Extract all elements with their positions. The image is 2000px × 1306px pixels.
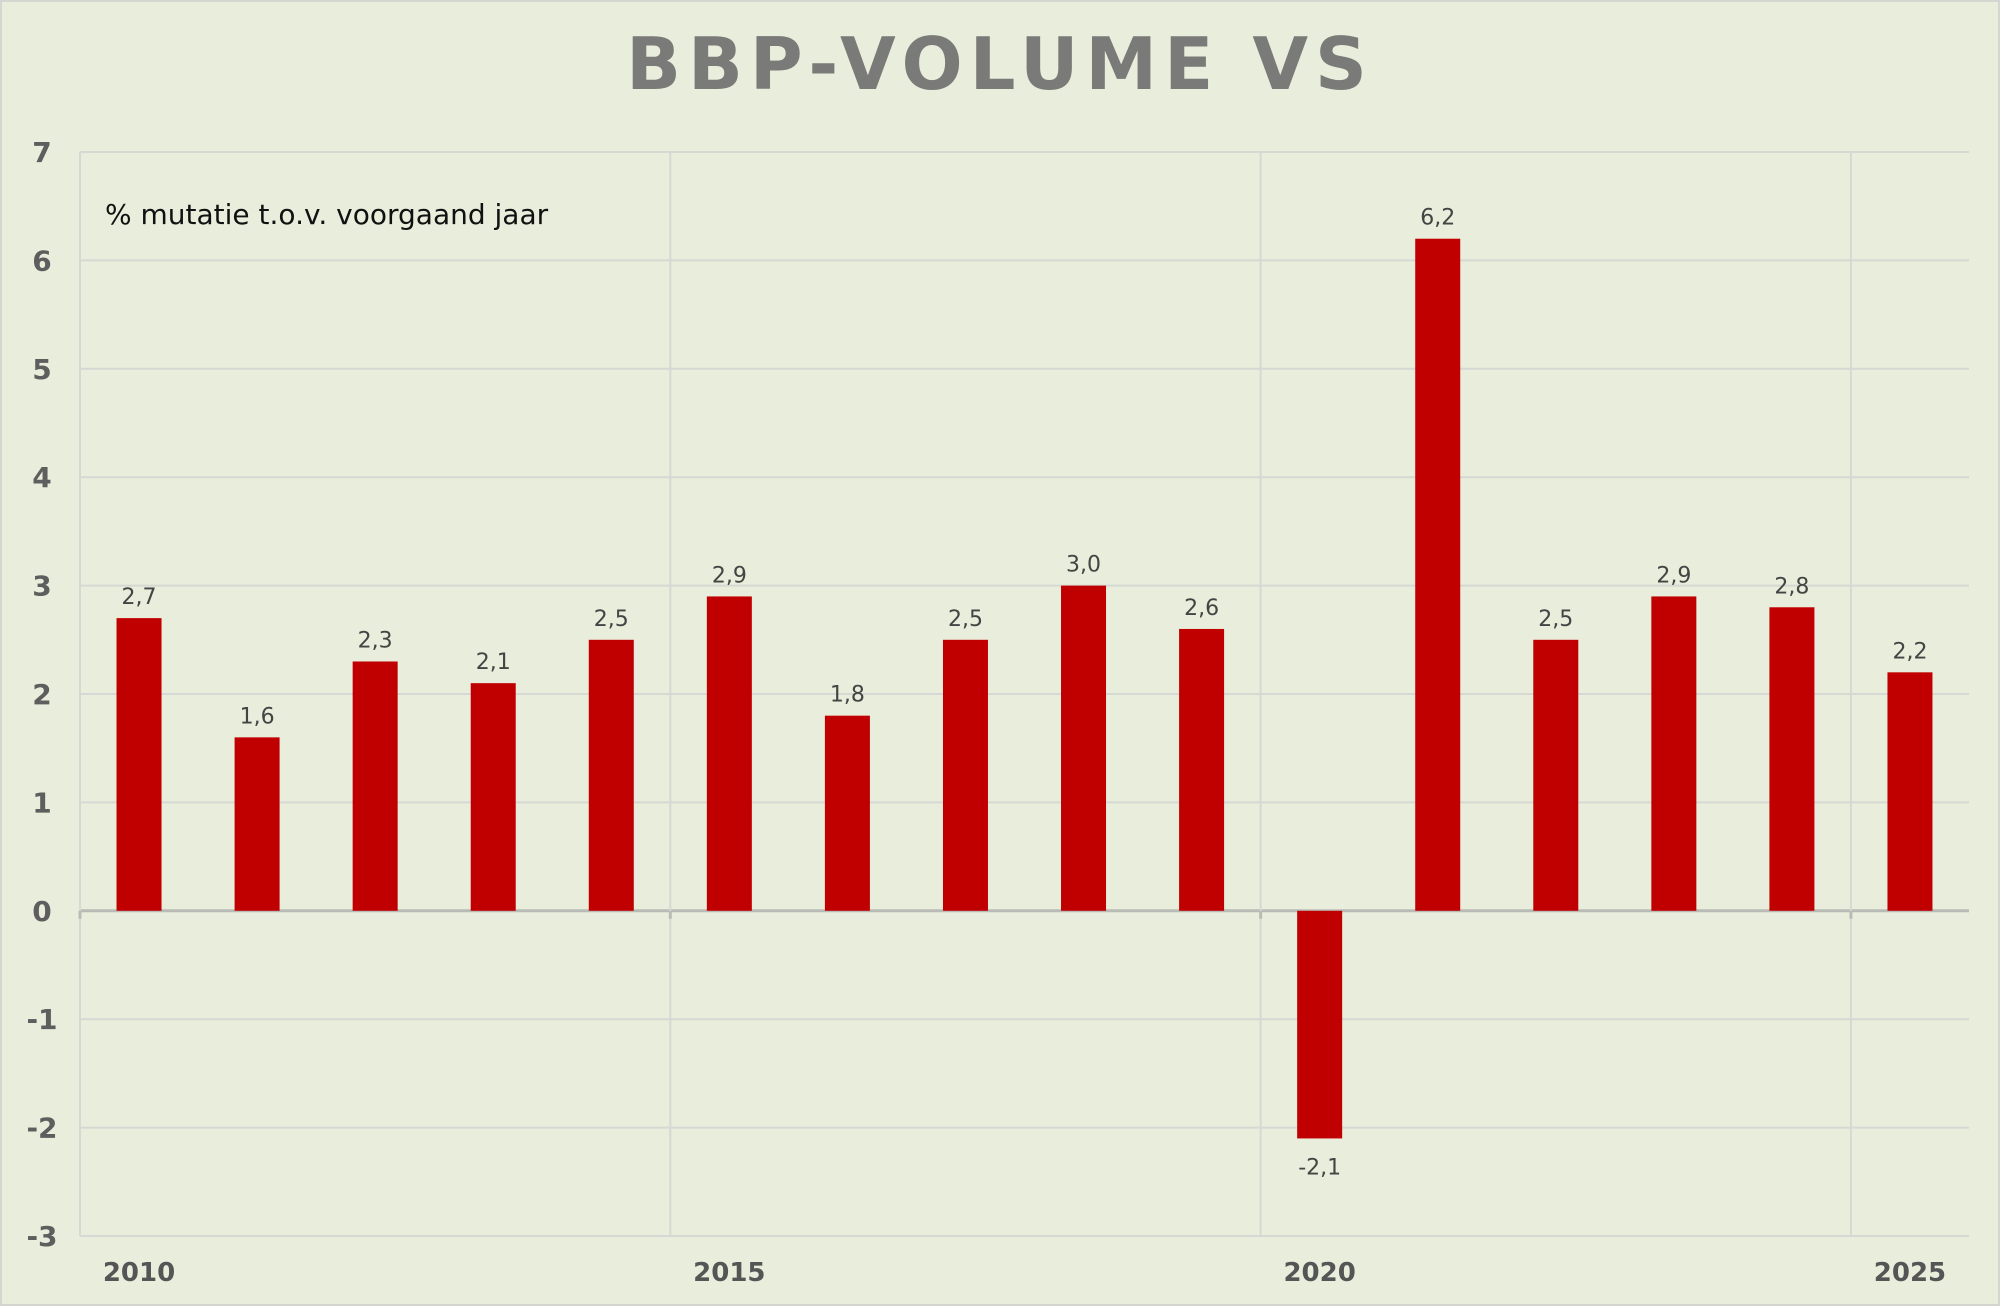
x-tick-label: 2010 (103, 1258, 175, 1288)
y-tick-label: -2 (26, 1112, 57, 1145)
data-label: 2,1 (476, 650, 511, 675)
bar-2022 (1533, 639, 1579, 911)
y-tick-label: 3 (32, 570, 51, 603)
data-label: 2,9 (1656, 563, 1691, 588)
data-label: 2,7 (122, 585, 157, 610)
bar-2025 (1887, 672, 1933, 911)
data-label: 2,5 (948, 607, 983, 632)
bar-2010 (116, 618, 162, 911)
y-tick-label: -1 (26, 1003, 57, 1036)
y-tick-label: 0 (32, 895, 51, 928)
y-tick-label: 2 (32, 678, 51, 711)
bar-2020 (1297, 910, 1343, 1139)
bar-2019 (1179, 628, 1225, 911)
x-tick-label: 2020 (1283, 1258, 1355, 1288)
data-label: 3,0 (1066, 553, 1101, 578)
bar-2023 (1651, 596, 1697, 911)
bar-2021 (1415, 238, 1461, 911)
bar-2014 (588, 639, 634, 911)
bar-2016 (824, 715, 870, 911)
data-label: 2,3 (358, 628, 393, 653)
data-label: 1,8 (830, 683, 865, 708)
x-tick-label: 2025 (1874, 1258, 1946, 1288)
data-label: -2,1 (1298, 1155, 1341, 1180)
y-tick-label: 4 (32, 461, 51, 494)
chart-title: BBP-VOLUME VS (626, 22, 1374, 106)
bar-2013 (470, 683, 516, 911)
y-tick-label: 1 (32, 786, 51, 819)
bar-2011 (234, 737, 280, 911)
bar-2015 (706, 596, 752, 911)
bar-2017 (942, 639, 988, 911)
data-label: 6,2 (1420, 206, 1455, 231)
y-tick-label: 5 (32, 353, 51, 386)
data-label: 2,5 (594, 607, 629, 632)
y-tick-label: -3 (26, 1220, 57, 1253)
bar-2012 (352, 661, 398, 911)
x-tick-label: 2015 (693, 1258, 765, 1288)
bar-2024 (1769, 607, 1815, 911)
data-label: 1,6 (240, 704, 275, 729)
chart-subtitle: % mutatie t.o.v. voorgaand jaar (105, 198, 549, 231)
bar-2018 (1061, 585, 1107, 911)
data-label: 2,8 (1774, 574, 1809, 599)
data-label: 2,9 (712, 563, 747, 588)
data-label: 2,5 (1538, 607, 1573, 632)
y-tick-label: 6 (32, 244, 51, 277)
data-label: 2,6 (1184, 596, 1219, 621)
data-label: 2,2 (1892, 639, 1927, 664)
y-tick-label: 7 (32, 136, 51, 169)
